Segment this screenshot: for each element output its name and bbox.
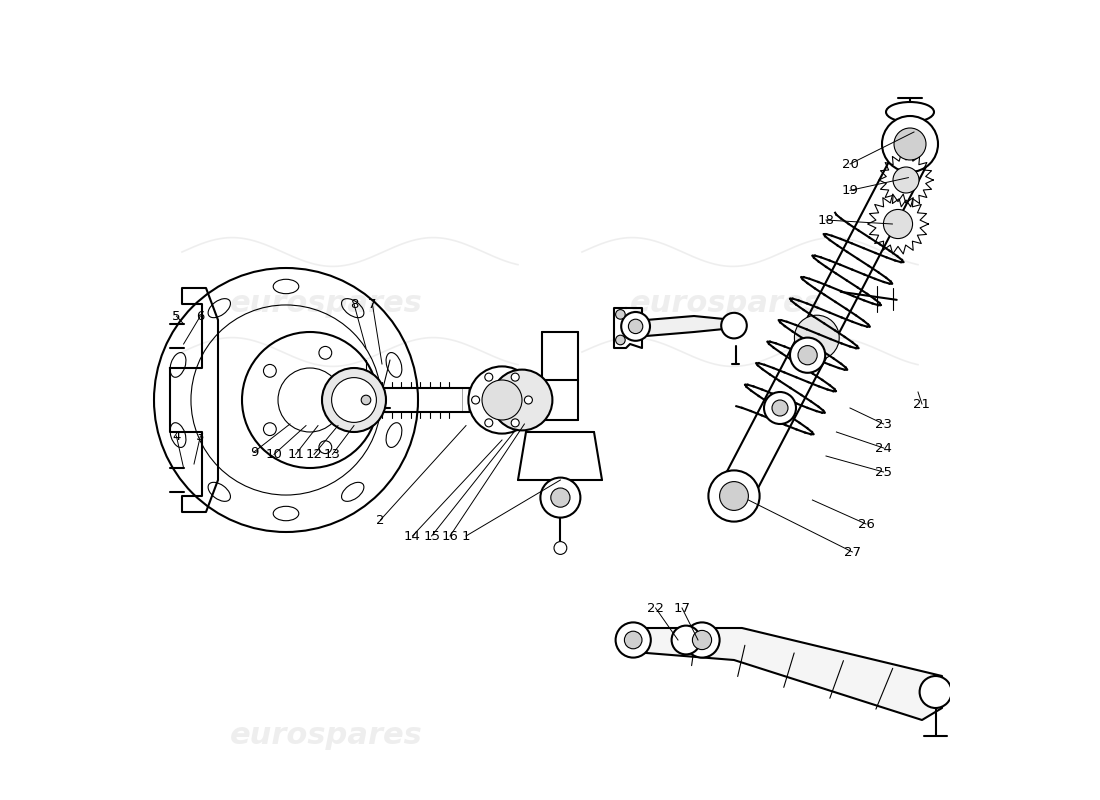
Circle shape [264, 365, 276, 378]
Text: 1: 1 [462, 530, 471, 542]
Circle shape [525, 396, 532, 404]
Circle shape [264, 422, 276, 435]
Text: 27: 27 [844, 546, 861, 558]
Circle shape [625, 631, 642, 649]
Text: 12: 12 [306, 448, 322, 461]
Circle shape [482, 380, 522, 420]
Circle shape [772, 400, 788, 416]
Text: 16: 16 [441, 530, 459, 542]
Circle shape [319, 346, 332, 359]
Text: 10: 10 [265, 448, 283, 461]
Circle shape [790, 338, 825, 373]
Text: 20: 20 [842, 158, 858, 170]
Circle shape [794, 315, 839, 360]
Circle shape [319, 441, 332, 454]
Circle shape [616, 310, 625, 319]
Text: 4: 4 [173, 430, 180, 442]
Text: 26: 26 [858, 518, 874, 530]
Text: 11: 11 [287, 448, 304, 461]
Circle shape [616, 622, 651, 658]
Circle shape [719, 482, 748, 510]
Circle shape [616, 335, 625, 345]
Text: 8: 8 [350, 298, 359, 310]
Text: 15: 15 [424, 530, 440, 542]
Text: 18: 18 [817, 214, 835, 226]
Circle shape [512, 419, 519, 427]
Circle shape [551, 488, 570, 507]
Circle shape [554, 542, 566, 554]
Circle shape [361, 395, 371, 405]
Text: 2: 2 [376, 514, 385, 526]
Text: 14: 14 [404, 530, 421, 542]
Ellipse shape [886, 102, 934, 122]
Circle shape [764, 392, 796, 424]
Circle shape [628, 319, 642, 334]
Circle shape [684, 622, 719, 658]
Text: 25: 25 [876, 466, 892, 478]
Circle shape [798, 346, 817, 365]
Circle shape [485, 419, 493, 427]
Circle shape [469, 366, 536, 434]
Circle shape [540, 478, 581, 518]
Circle shape [722, 313, 747, 338]
Text: eurospares: eurospares [629, 290, 823, 318]
Circle shape [672, 626, 701, 654]
Circle shape [708, 470, 760, 522]
Circle shape [353, 394, 366, 406]
Circle shape [322, 368, 386, 432]
Text: 7: 7 [368, 298, 376, 310]
Circle shape [278, 368, 342, 432]
Text: 9: 9 [250, 446, 258, 458]
Circle shape [894, 128, 926, 160]
Text: 13: 13 [323, 448, 341, 461]
Circle shape [692, 630, 712, 650]
Circle shape [492, 370, 552, 430]
Text: eurospares: eurospares [230, 722, 422, 750]
Circle shape [485, 373, 493, 381]
Circle shape [512, 373, 519, 381]
Text: 5: 5 [172, 310, 180, 322]
Polygon shape [626, 628, 942, 720]
Circle shape [472, 396, 480, 404]
Text: 24: 24 [876, 442, 892, 454]
Text: eurospares: eurospares [230, 290, 422, 318]
Circle shape [621, 312, 650, 341]
Text: 23: 23 [876, 418, 892, 430]
Text: 22: 22 [647, 602, 664, 614]
Text: 17: 17 [673, 602, 691, 614]
Polygon shape [630, 316, 734, 336]
Text: 3: 3 [196, 430, 205, 442]
Circle shape [882, 116, 938, 172]
Text: 19: 19 [842, 184, 858, 197]
Circle shape [331, 378, 376, 422]
Circle shape [883, 210, 913, 238]
Text: 6: 6 [196, 310, 205, 322]
Circle shape [920, 676, 951, 708]
Text: 21: 21 [913, 398, 931, 410]
Circle shape [893, 167, 918, 193]
